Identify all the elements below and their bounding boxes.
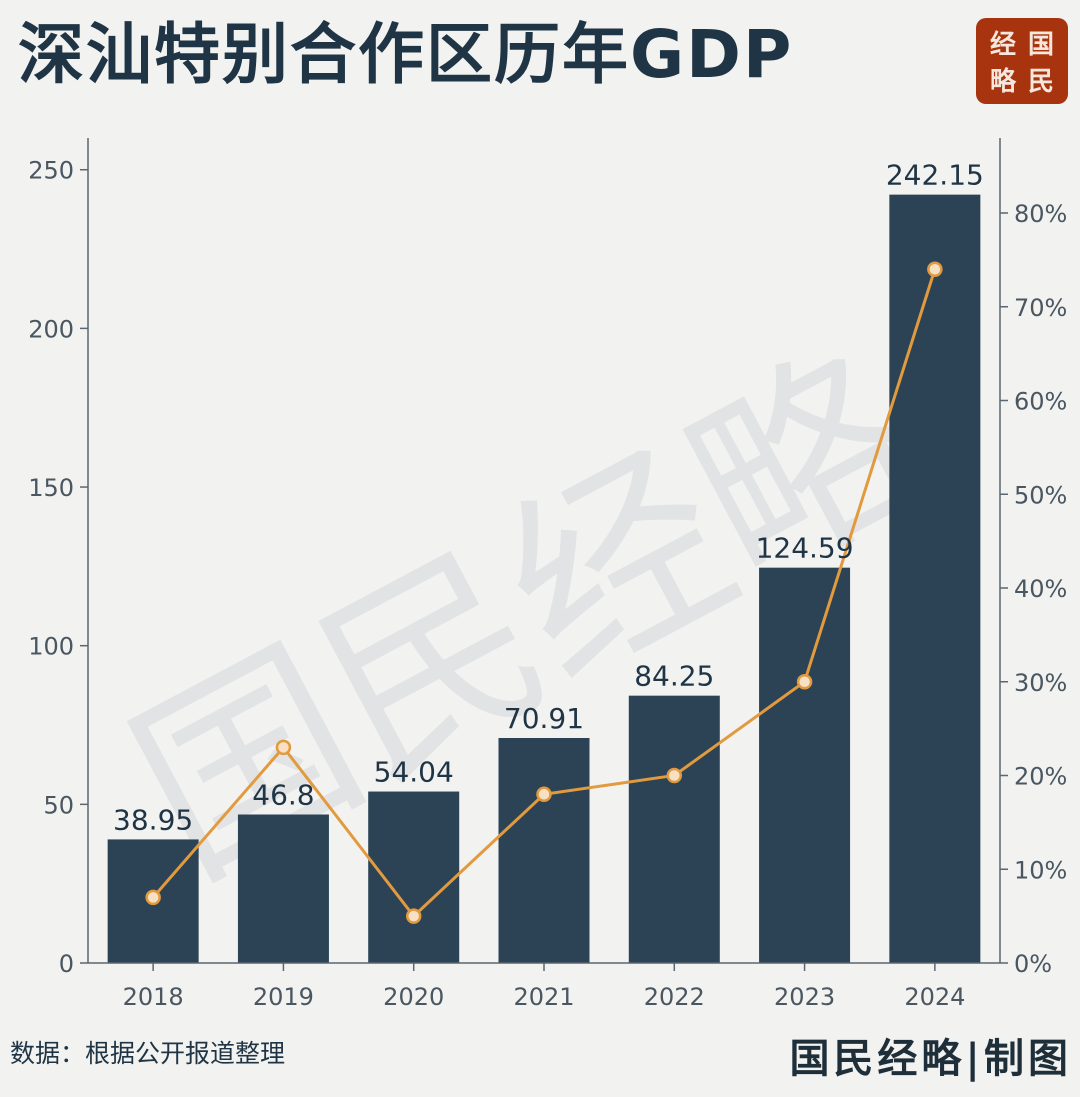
x-tick-label: 2020 (383, 983, 444, 1011)
growth-point (927, 261, 943, 277)
x-tick-label: 2021 (513, 983, 574, 1011)
y-right-tick-label: 60% (1014, 388, 1067, 416)
y-tick-label: 200 (28, 315, 74, 343)
bar (498, 737, 590, 963)
data-source: 数据：根据公开报道整理 (10, 1039, 286, 1068)
data-label: 84.25 (634, 660, 714, 693)
y-right-tick-label: 50% (1014, 481, 1067, 509)
data-label: 54.04 (374, 756, 454, 789)
y-right-tick-label: 20% (1014, 763, 1067, 791)
growth-point (666, 767, 683, 784)
x-tick-label: 2022 (644, 983, 705, 1011)
y-tick-label: 150 (28, 474, 74, 502)
bar (237, 814, 329, 963)
y-right-tick-label: 10% (1014, 856, 1067, 884)
bar (628, 695, 720, 963)
x-tick-label: 2019 (253, 983, 314, 1011)
y-tick-label: 50 (43, 791, 74, 819)
logo-char: 经 (989, 30, 1016, 60)
y-right-tick-label: 80% (1014, 200, 1067, 228)
logo-char: 国 (1027, 30, 1054, 60)
logo-char: 略 (989, 67, 1016, 97)
growth-point (405, 908, 422, 924)
growth-point (536, 786, 552, 802)
bar (889, 194, 981, 964)
gdp-chart: 国民经略 0501001502002500%10%20%30%40%50%60%… (28, 138, 1067, 1011)
credit-text: 国民经略|制图 (789, 1035, 1072, 1082)
y-tick-label: 250 (28, 157, 74, 185)
growth-point (145, 889, 161, 906)
data-label: 242.15 (886, 159, 984, 192)
y-right-tick-label: 40% (1014, 575, 1067, 603)
y-right-tick-label: 30% (1014, 669, 1067, 697)
y-tick-label: 100 (28, 633, 74, 661)
data-label: 46.8 (252, 779, 314, 812)
x-tick-label: 2018 (123, 983, 184, 1011)
x-tick-label: 2024 (904, 983, 965, 1011)
data-label: 124.59 (756, 532, 854, 565)
data-label: 70.91 (504, 702, 584, 735)
logo-char: 民 (1027, 67, 1054, 97)
page-title: 深汕特别合作区历年GDP (18, 16, 794, 93)
data-label: 38.95 (113, 803, 193, 836)
y-right-tick-label: 0% (1014, 950, 1052, 978)
y-tick-label: 0 (59, 950, 74, 978)
bar (759, 567, 851, 963)
y-right-tick-label: 70% (1014, 294, 1067, 322)
x-tick-label: 2023 (774, 983, 835, 1011)
brand-logo: 经 国 略 民 (976, 18, 1068, 104)
growth-point (275, 739, 292, 756)
growth-point (796, 674, 813, 690)
